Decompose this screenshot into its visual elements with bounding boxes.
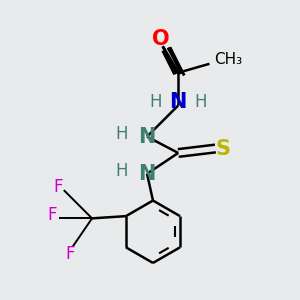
Text: F: F [53,178,63,196]
Text: H: H [116,125,128,143]
Text: F: F [65,245,74,263]
Text: H: H [116,162,128,180]
Text: O: O [152,28,169,49]
Text: N: N [169,92,187,112]
Text: H: H [150,93,162,111]
Text: N: N [138,127,156,147]
Text: F: F [47,206,57,224]
Text: CH₃: CH₃ [214,52,242,67]
Text: N: N [138,164,156,184]
Text: S: S [215,139,230,158]
Text: H: H [194,93,207,111]
